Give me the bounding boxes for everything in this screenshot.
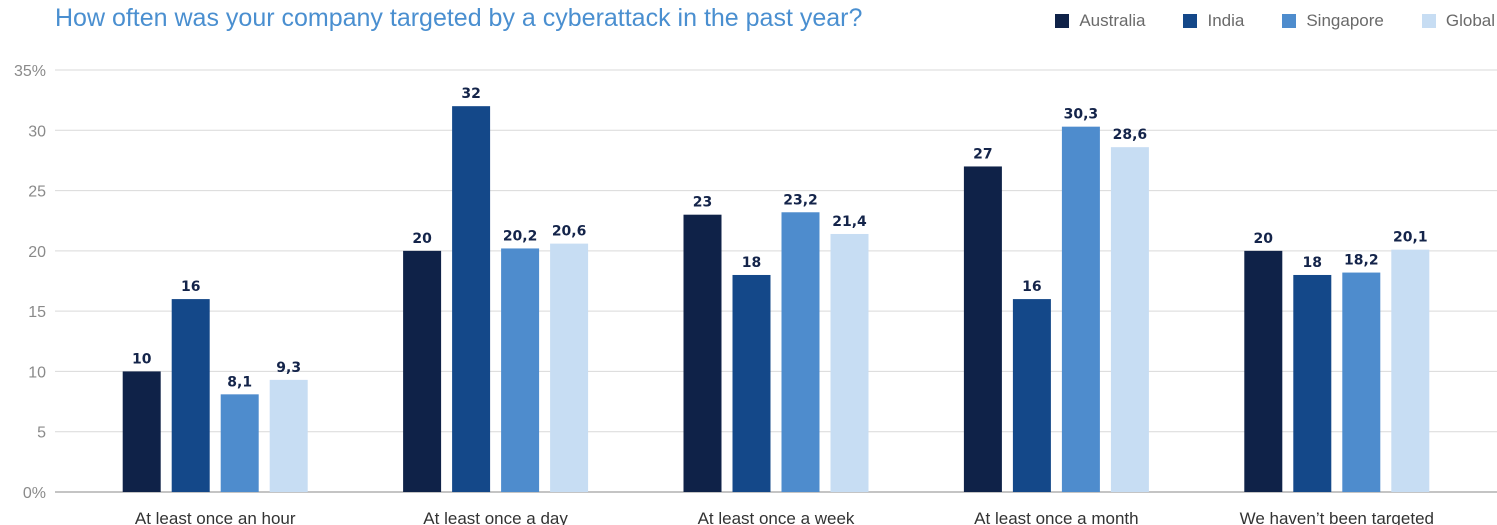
- data-label: 23: [693, 195, 712, 211]
- x-category-label: At least once a week: [698, 509, 855, 525]
- y-tick-label: 30: [28, 123, 46, 140]
- data-label: 27: [973, 146, 992, 162]
- bar: [171, 299, 210, 492]
- bar: [220, 394, 259, 492]
- data-label: 20: [412, 231, 432, 247]
- bar: [1293, 274, 1332, 492]
- bar: [403, 250, 442, 492]
- legend-swatch-australia: [1055, 14, 1070, 28]
- bar: [830, 233, 869, 492]
- bar: [122, 371, 161, 492]
- legend-item-singapore: Singapore: [1282, 11, 1384, 31]
- data-label: 20,2: [503, 228, 538, 244]
- data-label: 20,1: [1393, 230, 1428, 246]
- data-label: 28,6: [1113, 127, 1148, 143]
- legend-label-australia: Australia: [1079, 11, 1146, 30]
- bar: [781, 212, 820, 492]
- y-tick-label: 10: [28, 364, 46, 381]
- bar: [1391, 249, 1430, 492]
- data-label: 16: [181, 279, 200, 295]
- legend-swatch-india: [1183, 14, 1198, 28]
- y-tick-label: 0%: [23, 485, 46, 502]
- bar: [1342, 272, 1381, 492]
- y-tick-label: 20: [28, 244, 46, 261]
- legend-label-global: Global: [1445, 11, 1495, 30]
- legend-item-global: Global: [1421, 11, 1495, 31]
- y-tick-label: 35%: [14, 63, 46, 80]
- legend-swatch-singapore: [1282, 14, 1297, 28]
- bar: [452, 106, 491, 493]
- data-label: 30,3: [1064, 107, 1099, 123]
- bar: [501, 248, 540, 492]
- chart-title: How often was your company targeted by a…: [55, 4, 863, 32]
- y-tick-label: 25: [28, 184, 46, 201]
- bar: [269, 379, 308, 492]
- legend: Australia India Singapore Global: [1055, 11, 1495, 31]
- data-label: 18,2: [1344, 253, 1379, 269]
- data-label: 16: [1022, 279, 1041, 295]
- data-label: 18: [742, 255, 761, 271]
- data-label: 9,3: [276, 360, 301, 376]
- legend-label-singapore: Singapore: [1306, 11, 1384, 30]
- bar: [1012, 299, 1051, 492]
- x-category-label: At least once a month: [974, 509, 1138, 525]
- bar: [1061, 126, 1100, 492]
- data-label: 20: [1254, 231, 1274, 247]
- x-category-label: At least once an hour: [135, 509, 296, 525]
- data-label: 18: [1303, 255, 1322, 271]
- y-tick-label: 5: [37, 425, 46, 442]
- legend-item-india: India: [1183, 11, 1244, 31]
- data-label: 10: [132, 351, 152, 367]
- bar: [963, 166, 1002, 492]
- data-label: 32: [461, 86, 480, 102]
- legend-swatch-global: [1421, 14, 1436, 28]
- bar: [550, 243, 589, 492]
- data-label: 20,6: [552, 224, 587, 240]
- y-tick-label: 15: [28, 304, 46, 321]
- data-label: 21,4: [832, 214, 867, 230]
- bar: [683, 214, 722, 492]
- legend-label-india: India: [1207, 11, 1245, 30]
- bar: [1244, 250, 1283, 492]
- bar: [732, 274, 771, 492]
- x-category-label: We haven’t been targeted: [1240, 509, 1434, 525]
- legend-item-australia: Australia: [1055, 11, 1145, 31]
- data-label: 8,1: [227, 374, 252, 390]
- x-category-label: At least once a day: [423, 509, 568, 525]
- bar: [1110, 147, 1149, 492]
- data-label: 23,2: [783, 192, 818, 208]
